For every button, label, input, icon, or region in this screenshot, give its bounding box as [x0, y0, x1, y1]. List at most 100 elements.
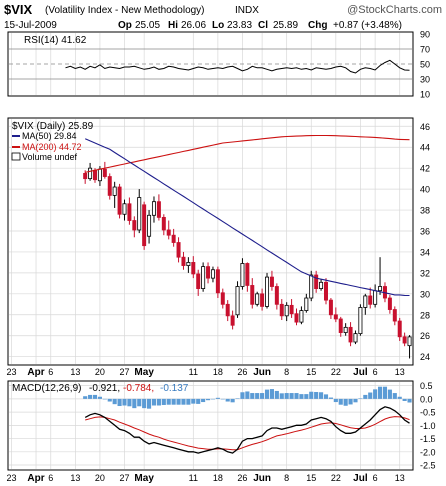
macd-histogram-bar [269, 389, 274, 399]
candle-body [368, 295, 373, 305]
x-tick-label: 20 [95, 473, 105, 483]
cl-value: 25.89 [273, 20, 298, 31]
candle-body [240, 263, 245, 287]
legend-volume-swatch [11, 152, 21, 161]
x-tick-label: Apr [27, 367, 44, 378]
price-tick-label: 30 [420, 289, 430, 299]
candle-body [161, 216, 166, 231]
macd-histogram-bar [368, 392, 373, 399]
x-tick-label: 26 [237, 367, 247, 377]
macd-signal-value: -0.784, [123, 383, 154, 394]
candle-body [387, 297, 392, 310]
candle-body [127, 203, 132, 221]
macd-histogram-bar [274, 390, 279, 399]
x-tick-label: 11 [189, 473, 198, 483]
candle-body [166, 229, 171, 236]
x-tick-label: 13 [70, 367, 80, 377]
candle-body [206, 266, 211, 279]
macd-histogram-bar [235, 398, 240, 399]
candle-body [358, 307, 363, 335]
candle-body [112, 186, 117, 196]
rsi-tick-label: 90 [420, 30, 430, 40]
macd-histogram-bar [373, 389, 378, 399]
candle-body [142, 204, 147, 247]
price-tick-label: 24 [420, 352, 430, 362]
macd-histogram-bar [358, 398, 363, 399]
macd-histogram-bar [382, 386, 388, 399]
macd-histogram-bar [161, 398, 166, 405]
macd-histogram-bar [102, 398, 107, 400]
macd-histogram-bar [122, 398, 127, 406]
macd-histogram-bar [338, 398, 343, 405]
macd-signal-line [85, 416, 410, 451]
x-tick-label: 18 [213, 473, 223, 483]
candle-body [407, 336, 412, 347]
x-tick-label: 22 [331, 367, 341, 377]
x-tick-label: 6 [373, 367, 378, 377]
macd-histogram-bar [132, 398, 137, 409]
macd-histogram-bar [279, 393, 284, 399]
price-tick-label: 40 [420, 185, 430, 195]
macd-label: MACD(12,26,9) [12, 383, 81, 394]
candle-body [186, 262, 191, 266]
candle-body [279, 303, 284, 317]
rsi-line [65, 59, 410, 74]
macd-tick-label: -0.5 [420, 408, 436, 418]
candle-body [215, 269, 220, 294]
macd-tick-label: -1.0 [420, 421, 436, 431]
macd-histogram-bar [402, 398, 407, 401]
macd-tick-label: -2.0 [420, 447, 436, 457]
candle-body [220, 292, 225, 305]
x-tick-label: 23 [6, 473, 16, 483]
macd-histogram-bar [210, 398, 216, 400]
watermark: @StockCharts.com [347, 4, 442, 16]
macd-histogram-bar [294, 393, 299, 399]
op-label: Op [118, 20, 132, 31]
candle-body [196, 273, 201, 290]
candle-body [363, 295, 368, 308]
chart-symbol: $VIX [4, 2, 33, 17]
candle-body [338, 318, 343, 333]
rsi-label: RSI(14) 41.62 [24, 35, 87, 46]
x-tick-label: 18 [213, 367, 223, 377]
x-tick-label: 26 [237, 473, 247, 483]
price-tick-label: 38 [420, 206, 430, 216]
macd-histogram-bar [156, 398, 161, 406]
chg-value: +0.87 (+3.48%) [333, 20, 402, 31]
hi-label: Hi [168, 20, 178, 31]
macd-histogram-bar [230, 398, 235, 403]
candle-body [333, 314, 338, 320]
candle-body [304, 297, 309, 311]
macd-histogram-bar [348, 398, 353, 405]
macd-histogram-bar [328, 397, 333, 399]
x-tick-label: 6 [373, 473, 378, 483]
macd-histogram-bar [299, 394, 304, 399]
candle-body [93, 169, 98, 181]
candle-body [328, 299, 333, 316]
candle-body [137, 197, 142, 231]
macd-histogram-bar [147, 398, 152, 409]
legend-volume: Volume undef [22, 152, 78, 162]
price-tick-label: 44 [420, 143, 430, 153]
macd-histogram-bar [363, 394, 368, 399]
candle-body [309, 274, 314, 299]
macd-histogram-bar [171, 398, 176, 405]
rsi-tick-label: 10 [420, 90, 430, 100]
macd-histogram-bar [205, 398, 211, 401]
macd-tick-label: -2.5 [420, 461, 436, 471]
x-tick-label: 8 [284, 367, 289, 377]
macd-histogram-bar [284, 393, 289, 399]
candle-body [132, 220, 137, 231]
candle-body [245, 263, 250, 286]
price-layer [9, 119, 412, 364]
macd-histogram-bar [343, 398, 348, 406]
candle-body [230, 315, 235, 326]
macd-histogram-bar [137, 398, 142, 407]
macd-histogram-bar [201, 398, 206, 403]
macd-histogram-bar [353, 398, 358, 403]
macd-histogram-bar [240, 392, 245, 399]
macd-tick-label: 0.0 [420, 394, 433, 404]
macd-histogram-bar [191, 398, 196, 404]
candle-body [265, 276, 270, 307]
candle-body [171, 234, 176, 243]
